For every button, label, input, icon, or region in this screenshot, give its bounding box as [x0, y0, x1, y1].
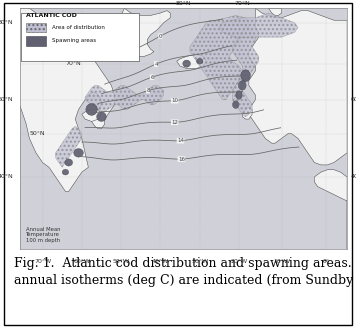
Text: 40°N: 40°N [0, 174, 13, 179]
Polygon shape [232, 28, 259, 117]
Polygon shape [236, 91, 242, 99]
FancyBboxPatch shape [26, 36, 46, 46]
Text: Area of distribution: Area of distribution [52, 25, 105, 30]
Text: 70°W: 70°W [34, 259, 51, 264]
FancyBboxPatch shape [21, 13, 139, 61]
Text: 70°N: 70°N [66, 61, 81, 66]
Polygon shape [20, 8, 115, 192]
Polygon shape [177, 54, 206, 69]
Polygon shape [249, 8, 347, 165]
Text: Spawning areas: Spawning areas [52, 38, 96, 43]
Polygon shape [232, 101, 239, 109]
Text: 60°N: 60°N [0, 97, 13, 102]
Polygon shape [239, 80, 246, 90]
Text: 0°: 0° [322, 259, 329, 264]
Text: 10: 10 [171, 98, 178, 103]
Text: 16: 16 [178, 156, 185, 162]
Polygon shape [268, 8, 282, 15]
Text: 14: 14 [177, 138, 184, 143]
Polygon shape [65, 159, 73, 166]
Text: ATLANTIC COD: ATLANTIC COD [26, 13, 77, 18]
Text: 6: 6 [150, 75, 154, 80]
Text: 30°W: 30°W [191, 259, 208, 264]
Text: 20°W: 20°W [230, 259, 247, 264]
Polygon shape [219, 13, 298, 37]
Text: 80°N: 80°N [0, 20, 13, 25]
Polygon shape [85, 85, 164, 112]
Text: 40°N: 40°N [350, 174, 356, 179]
Text: 80°N: 80°N [176, 1, 191, 6]
Text: 70°N: 70°N [234, 1, 250, 6]
Text: 4: 4 [154, 62, 158, 67]
Text: Fig. 1.  Atlantic cod distribution and spawning areas.  Mean
annual isotherms (d: Fig. 1. Atlantic cod distribution and sp… [14, 257, 356, 287]
Text: 10°W: 10°W [273, 259, 290, 264]
Polygon shape [242, 107, 252, 119]
Polygon shape [86, 103, 98, 115]
FancyBboxPatch shape [26, 23, 46, 32]
Text: 60°N: 60°N [350, 97, 356, 102]
Text: 0: 0 [158, 33, 162, 39]
Text: 50°N: 50°N [30, 131, 45, 136]
Polygon shape [62, 169, 69, 175]
Polygon shape [74, 149, 83, 157]
Polygon shape [241, 70, 251, 82]
Text: Annual Mean
Temperature
100 m depth: Annual Mean Temperature 100 m depth [26, 227, 61, 243]
Polygon shape [190, 15, 249, 100]
Text: 40°W: 40°W [152, 259, 169, 264]
Text: 8: 8 [146, 88, 150, 93]
Text: 60°W: 60°W [73, 259, 90, 264]
Text: 50°W: 50°W [112, 259, 130, 264]
Polygon shape [96, 112, 106, 121]
Polygon shape [183, 60, 190, 67]
Polygon shape [118, 8, 170, 56]
Polygon shape [314, 170, 347, 249]
Polygon shape [82, 110, 101, 121]
Polygon shape [197, 58, 203, 64]
Text: 12: 12 [171, 120, 178, 125]
Polygon shape [56, 126, 82, 167]
